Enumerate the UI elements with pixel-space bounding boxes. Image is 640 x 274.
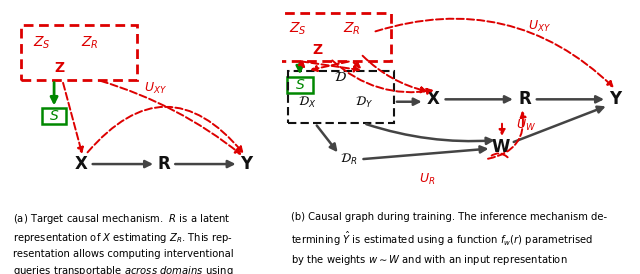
Text: $S$: $S$ bbox=[294, 78, 305, 92]
Text: $\mathcal{D}$: $\mathcal{D}$ bbox=[335, 70, 348, 84]
Text: $Z_S$: $Z_S$ bbox=[33, 35, 51, 51]
Text: $\mathbf{Y}$: $\mathbf{Y}$ bbox=[609, 90, 623, 108]
Text: $\mathbf{Z}$: $\mathbf{Z}$ bbox=[54, 61, 65, 75]
Text: $U_{XY}$: $U_{XY}$ bbox=[529, 19, 552, 34]
Text: $\mathcal{D}_Y$: $\mathcal{D}_Y$ bbox=[355, 95, 372, 110]
Bar bbox=[276, 13, 391, 61]
Text: $Z_S$: $Z_S$ bbox=[289, 20, 307, 37]
Text: (a) Target causal mechanism.  $R$ is a latent
representation of $X$ estimating $: (a) Target causal mechanism. $R$ is a la… bbox=[13, 212, 234, 274]
Text: $\mathbf{W}$: $\mathbf{W}$ bbox=[491, 138, 510, 156]
Text: $Z_R$: $Z_R$ bbox=[342, 20, 360, 37]
Text: $\mathbf{R}$: $\mathbf{R}$ bbox=[157, 155, 172, 173]
Text: $\mathbf{Z}$: $\mathbf{Z}$ bbox=[312, 43, 324, 57]
Text: $U_{XY}$: $U_{XY}$ bbox=[145, 81, 168, 96]
Text: $\mathbf{X}$: $\mathbf{X}$ bbox=[74, 155, 89, 173]
Text: $\mathcal{D}_R$: $\mathcal{D}_R$ bbox=[340, 152, 357, 167]
Text: $Z_R$: $Z_R$ bbox=[81, 35, 99, 51]
Bar bbox=[21, 25, 137, 80]
Text: $U_R$: $U_R$ bbox=[419, 172, 436, 187]
Bar bbox=[288, 71, 394, 123]
Text: $\mathcal{D}_X$: $\mathcal{D}_X$ bbox=[298, 95, 317, 110]
Bar bbox=[287, 77, 313, 93]
Bar bbox=[42, 108, 66, 124]
Text: $\mathbf{X}$: $\mathbf{X}$ bbox=[426, 90, 441, 108]
Text: $U_W$: $U_W$ bbox=[516, 118, 536, 133]
Text: $\mathbf{Y}$: $\mathbf{Y}$ bbox=[239, 155, 254, 173]
Text: $S$: $S$ bbox=[49, 109, 60, 123]
Text: (b) Causal graph during training. The inference mechanism de-
termining $\hat{Y}: (b) Causal graph during training. The in… bbox=[291, 212, 607, 274]
Text: $\mathbf{R}$: $\mathbf{R}$ bbox=[518, 90, 532, 108]
